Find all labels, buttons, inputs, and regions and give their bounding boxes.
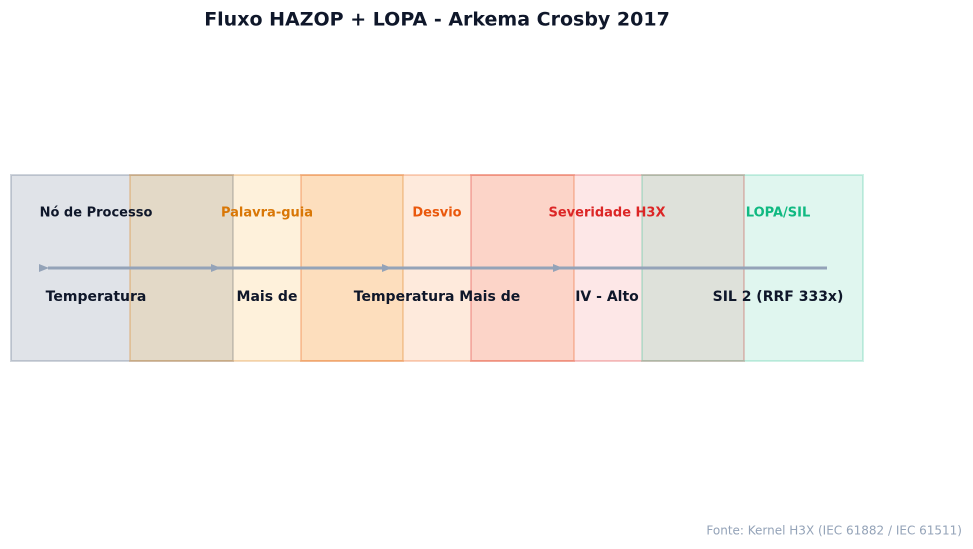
node-value: Temperatura Mais de: [354, 289, 520, 305]
node-label: Nó de Processo: [40, 206, 153, 221]
node-label: Severidade H3X: [548, 206, 665, 221]
node-value: SIL 2 (RRF 333x): [713, 289, 844, 305]
node-value: Mais de: [237, 289, 298, 305]
node-label: LOPA/SIL: [746, 206, 811, 221]
footer: Fonte: Kernel H3X (IEC 61882 / IEC 61511…: [706, 524, 962, 538]
node-label: Palavra-guia: [221, 206, 313, 221]
title: Fluxo HAZOP + LOPA - Arkema Crosby 2017: [204, 9, 670, 31]
node-value: IV - Alto: [575, 289, 639, 305]
node-label: Desvio: [412, 206, 461, 221]
node-value: Temperatura: [46, 289, 147, 305]
